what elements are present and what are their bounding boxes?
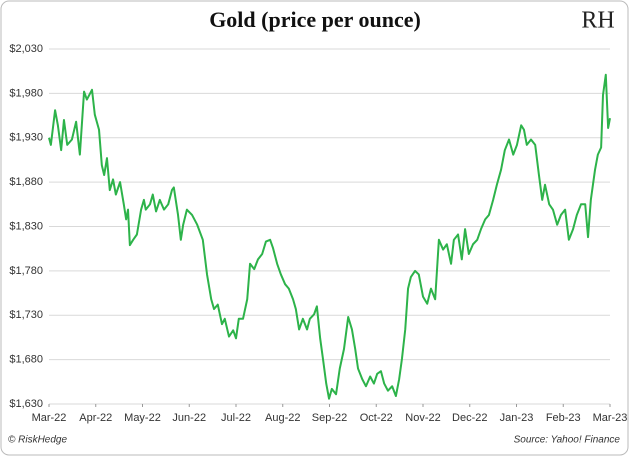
x-tick-label: Aug-22 — [265, 412, 300, 424]
footer-right: Source: Yahoo! Finance — [514, 435, 621, 446]
x-tick-label: Sep-22 — [312, 412, 347, 424]
x-tick-label: Jan-23 — [500, 412, 534, 424]
y-tick-label: $1,830 — [9, 220, 43, 232]
x-tick-label: Jul-22 — [221, 412, 251, 424]
x-tick-label: Feb-23 — [546, 412, 581, 424]
footer-left: © RiskHedge — [8, 435, 67, 446]
chart-title: Gold (price per ounce) — [209, 7, 421, 32]
y-tick-label: $2,030 — [9, 43, 43, 55]
logo: RH — [581, 8, 614, 34]
y-tick-label: $1,730 — [9, 309, 43, 321]
x-tick-label: Oct-22 — [360, 412, 393, 424]
y-tick-label: $1,780 — [9, 265, 43, 277]
series-line — [48, 73, 611, 400]
x-tick-label: May-22 — [124, 412, 161, 424]
x-tick-label: Apr-22 — [79, 412, 112, 424]
y-tick-label: $1,630 — [9, 398, 43, 410]
x-tick-label: Mar-23 — [593, 412, 628, 424]
x-tick-label: Dec-22 — [452, 412, 487, 424]
x-tick-label: Nov-22 — [405, 412, 440, 424]
x-tick-label: Jun-22 — [172, 412, 206, 424]
y-tick-label: $1,980 — [9, 87, 43, 99]
x-tick-label: Mar-22 — [32, 412, 67, 424]
y-tick-label: $1,880 — [9, 176, 43, 188]
y-tick-label: $1,680 — [9, 354, 43, 366]
y-tick-label: $1,930 — [9, 132, 43, 144]
